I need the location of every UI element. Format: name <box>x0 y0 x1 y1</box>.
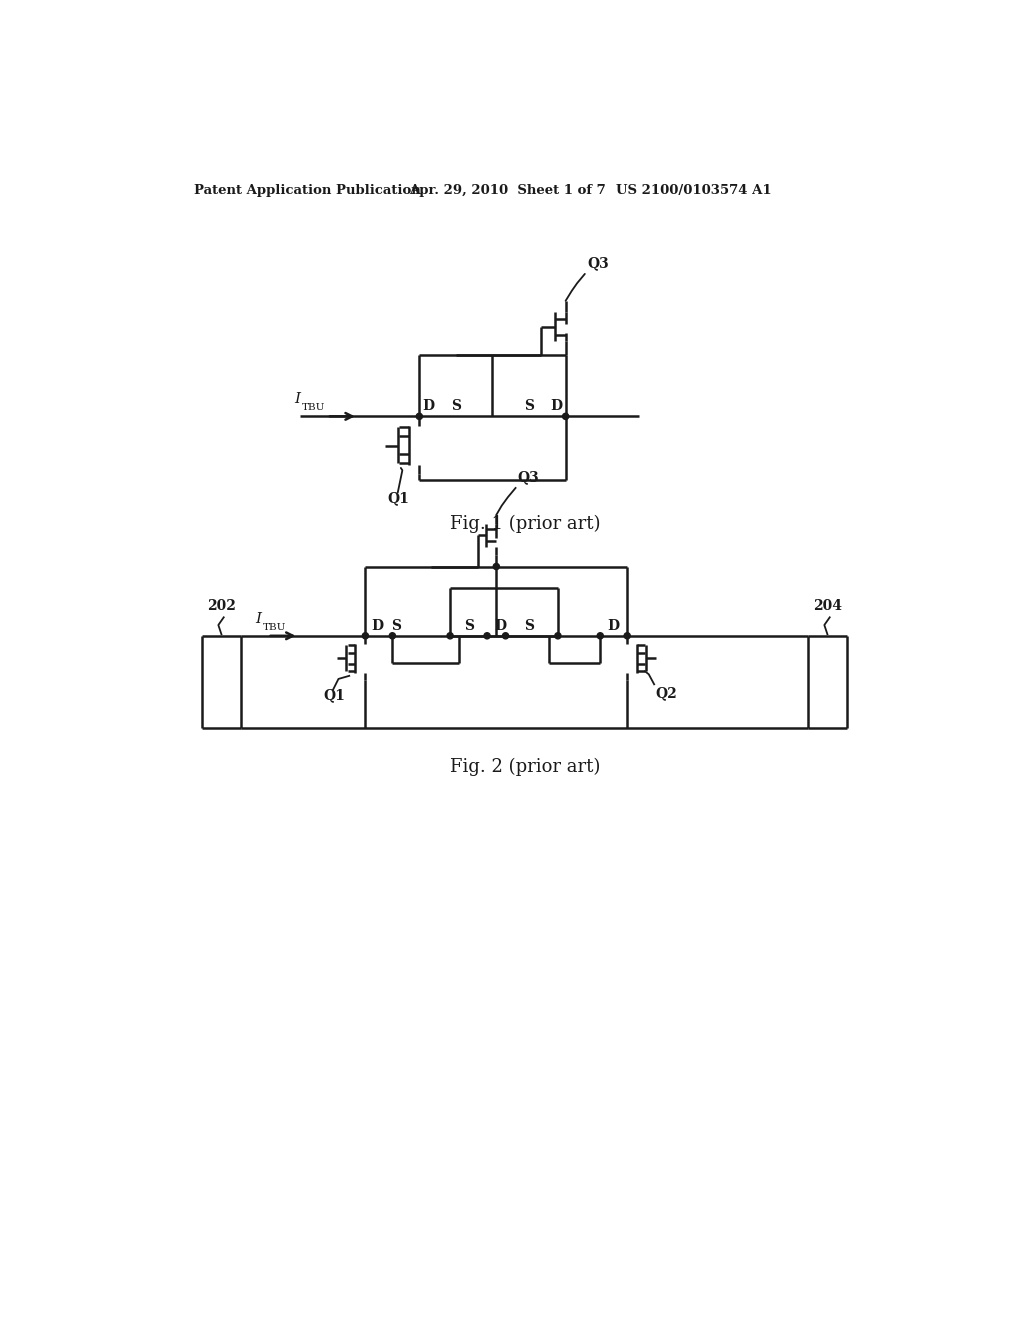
Text: Q3: Q3 <box>518 470 540 484</box>
Circle shape <box>484 632 490 639</box>
Text: D: D <box>607 619 620 632</box>
Text: TBU: TBU <box>301 404 325 412</box>
Text: S: S <box>391 619 401 632</box>
Text: S: S <box>523 619 534 632</box>
Text: Patent Application Publication: Patent Application Publication <box>194 185 421 197</box>
Text: Q1: Q1 <box>387 491 409 506</box>
Circle shape <box>555 632 561 639</box>
Text: Q3: Q3 <box>587 256 609 271</box>
Circle shape <box>597 632 603 639</box>
Text: Apr. 29, 2010  Sheet 1 of 7: Apr. 29, 2010 Sheet 1 of 7 <box>410 185 606 197</box>
Text: I: I <box>255 611 261 626</box>
Circle shape <box>447 632 454 639</box>
Text: 204: 204 <box>813 599 842 612</box>
Text: D: D <box>550 400 562 413</box>
Circle shape <box>416 413 422 420</box>
Text: S: S <box>464 619 474 632</box>
Text: I: I <box>294 392 300 407</box>
Text: Fig. 2 (prior art): Fig. 2 (prior art) <box>450 758 600 776</box>
Text: S: S <box>523 400 534 413</box>
Circle shape <box>389 632 395 639</box>
Circle shape <box>362 632 369 639</box>
Text: Q2: Q2 <box>655 686 677 701</box>
Text: Q1: Q1 <box>323 688 345 702</box>
Text: D: D <box>371 619 383 632</box>
Text: Fig. 1 (prior art): Fig. 1 (prior art) <box>450 515 600 533</box>
Text: 202: 202 <box>207 599 236 612</box>
Text: D: D <box>423 400 434 413</box>
Text: US 2100/0103574 A1: US 2100/0103574 A1 <box>615 185 771 197</box>
Circle shape <box>562 413 568 420</box>
Text: S: S <box>452 400 461 413</box>
Circle shape <box>625 632 631 639</box>
Text: D: D <box>495 619 506 632</box>
Text: TBU: TBU <box>263 623 287 632</box>
Circle shape <box>503 632 509 639</box>
Circle shape <box>494 564 500 570</box>
